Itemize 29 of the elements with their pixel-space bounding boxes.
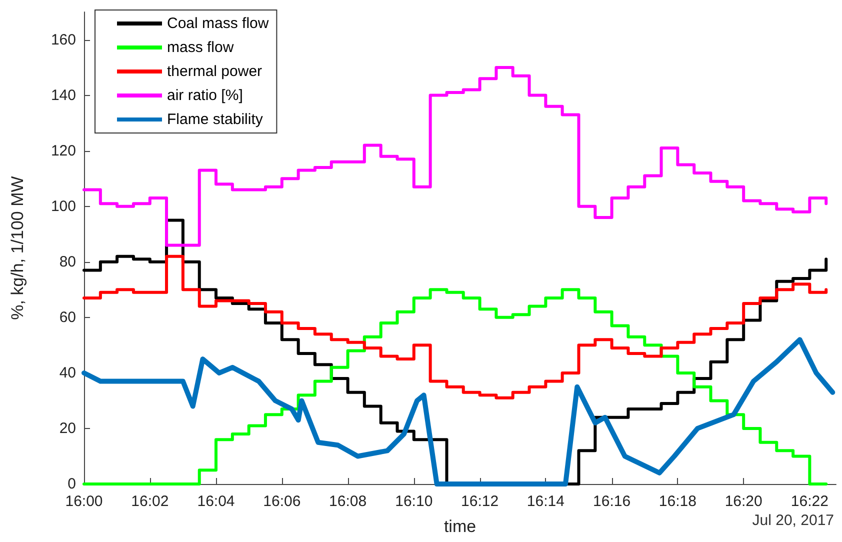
y-tick-label: 160 xyxy=(50,31,76,48)
x-tick-label: 16:20 xyxy=(724,493,762,510)
y-tick-label: 40 xyxy=(59,364,76,382)
x-tick-label: 16:18 xyxy=(658,493,696,510)
x-tick-label: 16:22 xyxy=(790,493,828,510)
x-tick-label: 16:06 xyxy=(263,493,301,510)
legend-label: mass flow xyxy=(167,39,234,56)
y-tick-label: 80 xyxy=(59,253,76,270)
x-tick-label: 16:12 xyxy=(461,493,499,510)
y-axis-title: %, kg/h, 1/100 MW xyxy=(8,176,27,320)
x-tick-label: 16:10 xyxy=(395,493,433,510)
legend-label: air ratio [%] xyxy=(167,87,243,104)
text: Jul 20, 2017 xyxy=(752,512,834,529)
x-tick-label: 16:02 xyxy=(131,493,169,510)
x-tick-label: 16:00 xyxy=(65,493,103,510)
y-tick-label: 100 xyxy=(50,198,76,215)
y-tick-label: 20 xyxy=(59,420,76,437)
legend-label: Flame stability xyxy=(167,111,264,128)
x-tick-label: 16:16 xyxy=(593,493,631,510)
x-tick-label: 16:14 xyxy=(526,493,564,510)
legend-label: thermal power xyxy=(167,63,262,80)
x-tick-label: 16:08 xyxy=(329,493,367,510)
x-axis-title: time xyxy=(444,517,476,536)
y-tick-label: 120 xyxy=(50,142,76,160)
y-tick-label: 140 xyxy=(50,86,76,104)
y-tick-label: 60 xyxy=(59,308,76,326)
legend-label: Coal mass flow xyxy=(167,15,269,32)
y-tick-label: 0 xyxy=(68,476,76,492)
x-tick-label: 16:04 xyxy=(197,493,235,510)
